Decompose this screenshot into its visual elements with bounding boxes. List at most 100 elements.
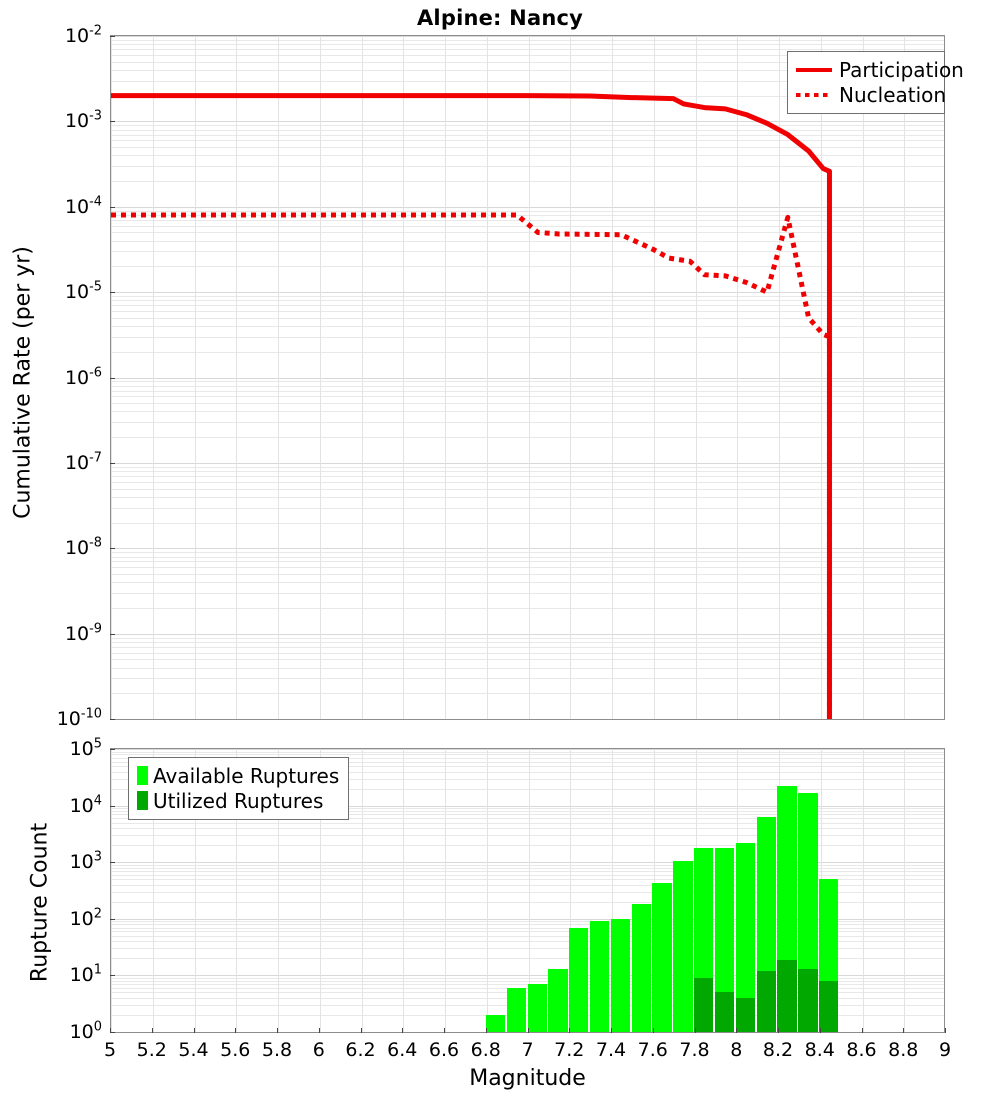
x-tick-mark	[527, 1028, 529, 1033]
gridline-h	[111, 240, 944, 242]
gridline-h	[111, 835, 944, 837]
x-tick-label: 7.4	[595, 1039, 627, 1061]
x-tick-mark	[110, 1028, 111, 1033]
gridline-h	[111, 814, 944, 816]
gridline-h	[111, 822, 944, 824]
legend-item-utilized[interactable]: Utilized Ruptures	[137, 788, 339, 813]
rate-curves-svg	[111, 93, 832, 719]
x-tick-label: 5.2	[136, 1039, 167, 1061]
gridline-v	[653, 36, 655, 719]
gridline-h	[111, 396, 944, 398]
bar-utilized	[798, 968, 818, 1032]
gridline-h	[111, 927, 944, 929]
gridline-v	[152, 749, 154, 1032]
gridline-h	[111, 422, 944, 424]
gridline-v	[236, 749, 238, 1032]
gridline-h	[111, 556, 944, 558]
gridline-h	[111, 766, 944, 768]
gridline-h	[111, 296, 944, 298]
x-tick-mark	[360, 1028, 362, 1033]
gridline-h	[111, 232, 944, 234]
x-tick-label: 7.6	[637, 1039, 668, 1061]
x-tick-label: 6.4	[387, 1039, 418, 1061]
gridline-h	[111, 751, 944, 753]
gridline-v	[152, 36, 154, 719]
gridline-h	[111, 39, 944, 41]
gridline-h	[111, 377, 944, 379]
y-tick-label: 103	[69, 849, 102, 874]
top-data-layer	[111, 36, 944, 719]
gridline-h	[111, 481, 944, 483]
gridline-v	[111, 749, 112, 1032]
x-tick-mark	[235, 1028, 237, 1033]
gridline-h	[111, 862, 944, 864]
legend-item-participation[interactable]: Participation	[796, 57, 964, 82]
gridline-v	[862, 36, 864, 719]
curve-participation	[111, 93, 832, 719]
gridline-v	[486, 36, 488, 719]
gridline-h	[111, 667, 944, 669]
gridline-h	[111, 901, 944, 903]
legend-label-utilized: Utilized Ruptures	[153, 788, 324, 813]
gridline-h	[111, 761, 944, 763]
bar-available	[548, 968, 568, 1032]
gridline-h	[111, 754, 944, 756]
y-tick-mark	[110, 377, 115, 379]
legend-item-available[interactable]: Available Ruptures	[137, 763, 339, 788]
gridline-h	[111, 36, 944, 37]
gridline-h	[111, 548, 944, 550]
gridline-v	[361, 36, 363, 719]
rupture-legend[interactable]: Available Ruptures Utilized Ruptures	[128, 757, 349, 820]
gridline-h	[111, 771, 944, 773]
gridline-h	[111, 317, 944, 319]
gridline-v	[403, 36, 405, 719]
x-tick-mark	[861, 1028, 863, 1033]
gridline-h	[111, 805, 944, 807]
gridline-v	[403, 749, 405, 1032]
gridline-h	[111, 552, 944, 554]
gridline-h	[111, 251, 944, 253]
gridline-h	[111, 140, 944, 142]
rate-legend[interactable]: Participation Nucleation	[787, 51, 964, 114]
x-tick-mark	[694, 1028, 696, 1033]
curve-nucleation	[111, 212, 832, 719]
gridline-h	[111, 522, 944, 524]
y-tick-mark	[110, 292, 115, 294]
gridline-h	[111, 561, 944, 563]
gridline-v	[361, 749, 363, 1032]
gridline-h	[111, 845, 944, 847]
y-tick-mark	[110, 862, 115, 864]
y-tick-label: 10-7	[64, 450, 102, 474]
bar-utilized	[694, 977, 714, 1032]
gridline-h	[111, 129, 944, 131]
gridline-h	[111, 300, 944, 302]
gridline-h	[111, 924, 944, 926]
gridline-h	[111, 935, 944, 937]
gridline-h	[111, 403, 944, 405]
x-tick-mark	[819, 1028, 821, 1033]
gridline-h	[111, 166, 944, 168]
gridline-h	[111, 592, 944, 594]
y-tick-label: 104	[69, 793, 102, 817]
y-tick-mark	[110, 36, 115, 37]
bar-utilized	[819, 980, 839, 1032]
gridline-v	[528, 36, 530, 719]
bar-available	[589, 920, 610, 1032]
gridline-v	[445, 749, 446, 1032]
gridline-h	[111, 181, 944, 183]
gridline-h	[111, 879, 944, 881]
x-tick-label: 5.8	[261, 1039, 293, 1061]
x-tick-mark	[611, 1028, 612, 1033]
bar-utilized	[735, 997, 756, 1032]
x-tick-mark	[151, 1028, 153, 1033]
bar-utilized	[756, 970, 776, 1032]
gridline-v	[904, 36, 906, 719]
gridline-v	[236, 36, 238, 719]
gridline-h	[111, 980, 944, 982]
legend-item-nucleation[interactable]: Nucleation	[796, 82, 946, 107]
y-tick-mark	[110, 633, 115, 635]
y-tick-label: 10-10	[56, 706, 102, 730]
x-tick-mark	[277, 1028, 278, 1033]
gridline-h	[111, 476, 944, 478]
bar-available	[569, 927, 589, 1032]
